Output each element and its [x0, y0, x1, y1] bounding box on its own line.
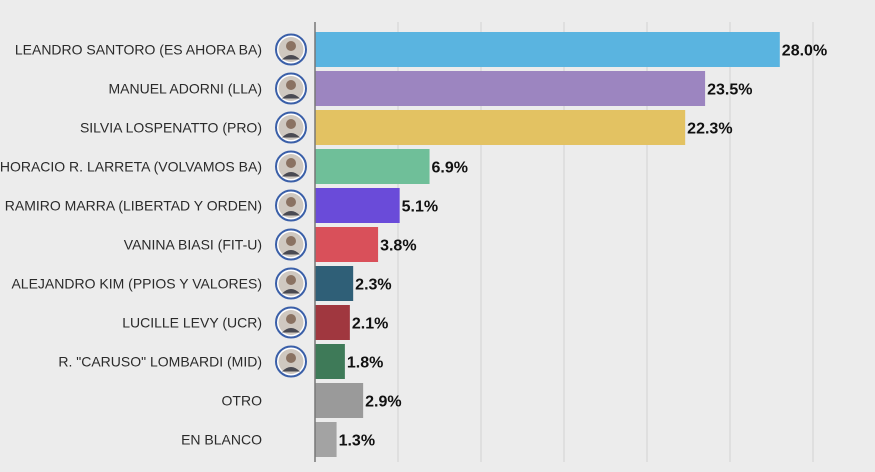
value-label: 5.1%	[402, 199, 438, 216]
category-label: OTRO	[222, 393, 263, 409]
bar	[315, 383, 364, 418]
value-label: 23.5%	[707, 82, 752, 99]
category-label: HORACIO R. LARRETA (VOLVAMOS BA)	[0, 159, 262, 175]
value-label: 1.8%	[347, 355, 383, 372]
avatar	[275, 267, 307, 300]
category-label: LUCILLE LEVY (UCR)	[122, 315, 262, 331]
category-label: EN BLANCO	[181, 432, 262, 448]
bar	[315, 266, 354, 301]
value-label: 2.1%	[352, 316, 388, 333]
category-label: R. "CARUSO" LOMBARDI (MID)	[58, 354, 262, 370]
avatar	[275, 189, 307, 222]
bars	[315, 32, 780, 457]
value-labels: 28.0% 23.5% 22.3% 6.9% 5.1% 3.8% 2.3% 2.1% 1.8% 2…	[339, 43, 828, 450]
value-label: 1.3%	[339, 433, 375, 450]
bar	[315, 32, 780, 67]
category-label: LEANDRO SANTORO (ES AHORA BA)	[15, 42, 262, 58]
value-label: 6.9%	[432, 160, 468, 177]
avatar	[275, 306, 307, 339]
avatar	[275, 150, 307, 183]
bar	[315, 305, 350, 340]
value-label: 2.3%	[355, 277, 391, 294]
bar	[315, 422, 337, 457]
category-label: MANUEL ADORNI (LLA)	[108, 81, 262, 97]
category-label: ALEJANDRO KIM (PPIOS Y VALORES)	[11, 276, 262, 292]
category-label: RAMIRO MARRA (LIBERTAD Y ORDEN)	[5, 198, 262, 214]
avatar	[275, 111, 307, 144]
value-label: 3.8%	[380, 238, 416, 255]
avatar	[275, 72, 307, 105]
value-label: 28.0%	[782, 43, 827, 60]
bar	[315, 227, 379, 262]
bar	[315, 71, 706, 106]
bar	[315, 110, 686, 145]
value-label: 2.9%	[365, 394, 401, 411]
category-label: VANINA BIASI (FIT-U)	[124, 237, 262, 253]
category-labels: LEANDRO SANTORO (ES AHORA BA) MANUEL ADOR…	[0, 42, 262, 448]
bar	[315, 188, 400, 223]
avatar	[275, 345, 307, 378]
bar	[315, 344, 345, 379]
value-label: 22.3%	[687, 121, 732, 138]
category-label: SILVIA LOSPENATTO (PRO)	[80, 120, 262, 136]
avatars	[275, 33, 307, 378]
bar	[315, 149, 430, 184]
avatar	[275, 228, 307, 261]
avatar	[275, 33, 307, 66]
